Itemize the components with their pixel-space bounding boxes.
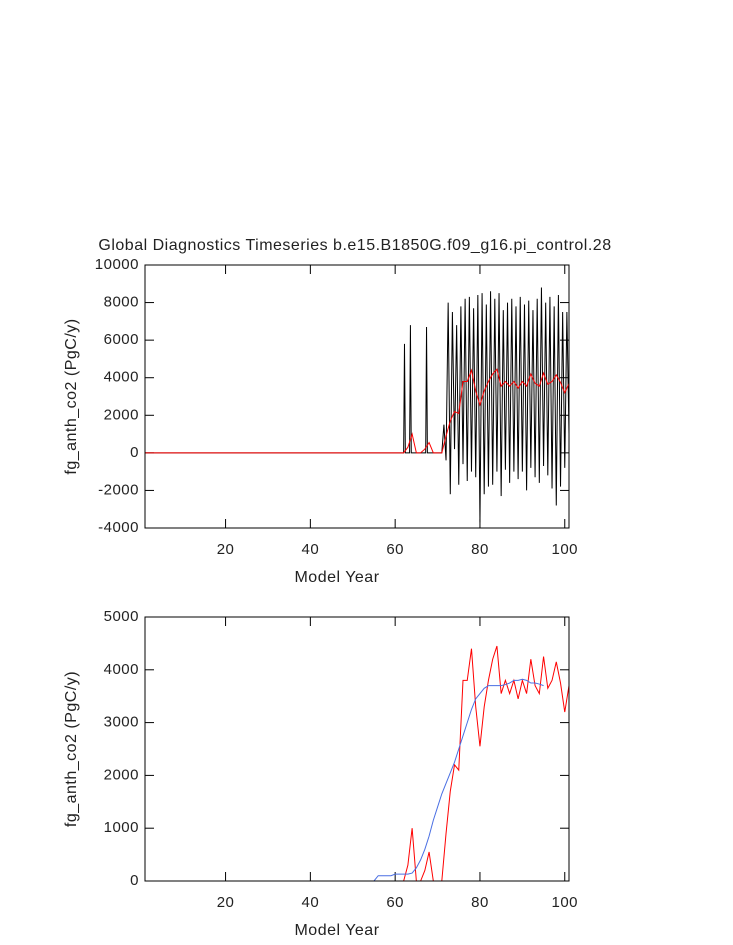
y-tick-label: 2000 <box>104 406 139 423</box>
x-axis-label: Model Year <box>294 922 379 939</box>
chart-title: Global Diagnostics Timeseries b.e15.B185… <box>98 237 611 254</box>
y-tick-label: 4000 <box>104 369 139 386</box>
y-tick-label: 4000 <box>104 661 139 678</box>
y-tick-label: 3000 <box>104 714 139 731</box>
x-tick-label: 40 <box>302 894 320 911</box>
x-tick-label: 80 <box>471 894 489 911</box>
x-tick-label: 100 <box>551 894 578 911</box>
y-tick-label: 2000 <box>104 766 139 783</box>
y-axis-label: fg_anth_co2 (PgC/y) <box>63 671 80 827</box>
x-tick-label: 20 <box>217 894 235 911</box>
series-line <box>373 678 544 881</box>
x-tick-label: 100 <box>551 541 578 558</box>
series-line <box>145 368 569 454</box>
x-axis-label: Model Year <box>294 569 379 586</box>
y-tick-label: 0 <box>130 872 139 889</box>
plot-frame <box>144 616 570 882</box>
y-tick-label: 5000 <box>104 608 139 625</box>
y-tick-label: -4000 <box>98 519 139 536</box>
y-tick-label: -2000 <box>98 481 139 498</box>
x-tick-label: 80 <box>471 541 489 558</box>
series-line <box>145 287 569 523</box>
y-tick-label: 8000 <box>104 294 139 311</box>
y-axis-label: fg_anth_co2 (PgC/y) <box>63 318 80 474</box>
series-line <box>145 645 569 881</box>
plot-frame <box>144 264 570 529</box>
x-tick-label: 20 <box>217 541 235 558</box>
y-tick-label: 1000 <box>104 819 139 836</box>
y-tick-label: 6000 <box>104 331 139 348</box>
y-tick-label: 10000 <box>95 256 139 273</box>
x-tick-label: 60 <box>386 894 404 911</box>
x-tick-label: 40 <box>302 541 320 558</box>
x-tick-label: 60 <box>386 541 404 558</box>
y-tick-label: 0 <box>130 444 139 461</box>
